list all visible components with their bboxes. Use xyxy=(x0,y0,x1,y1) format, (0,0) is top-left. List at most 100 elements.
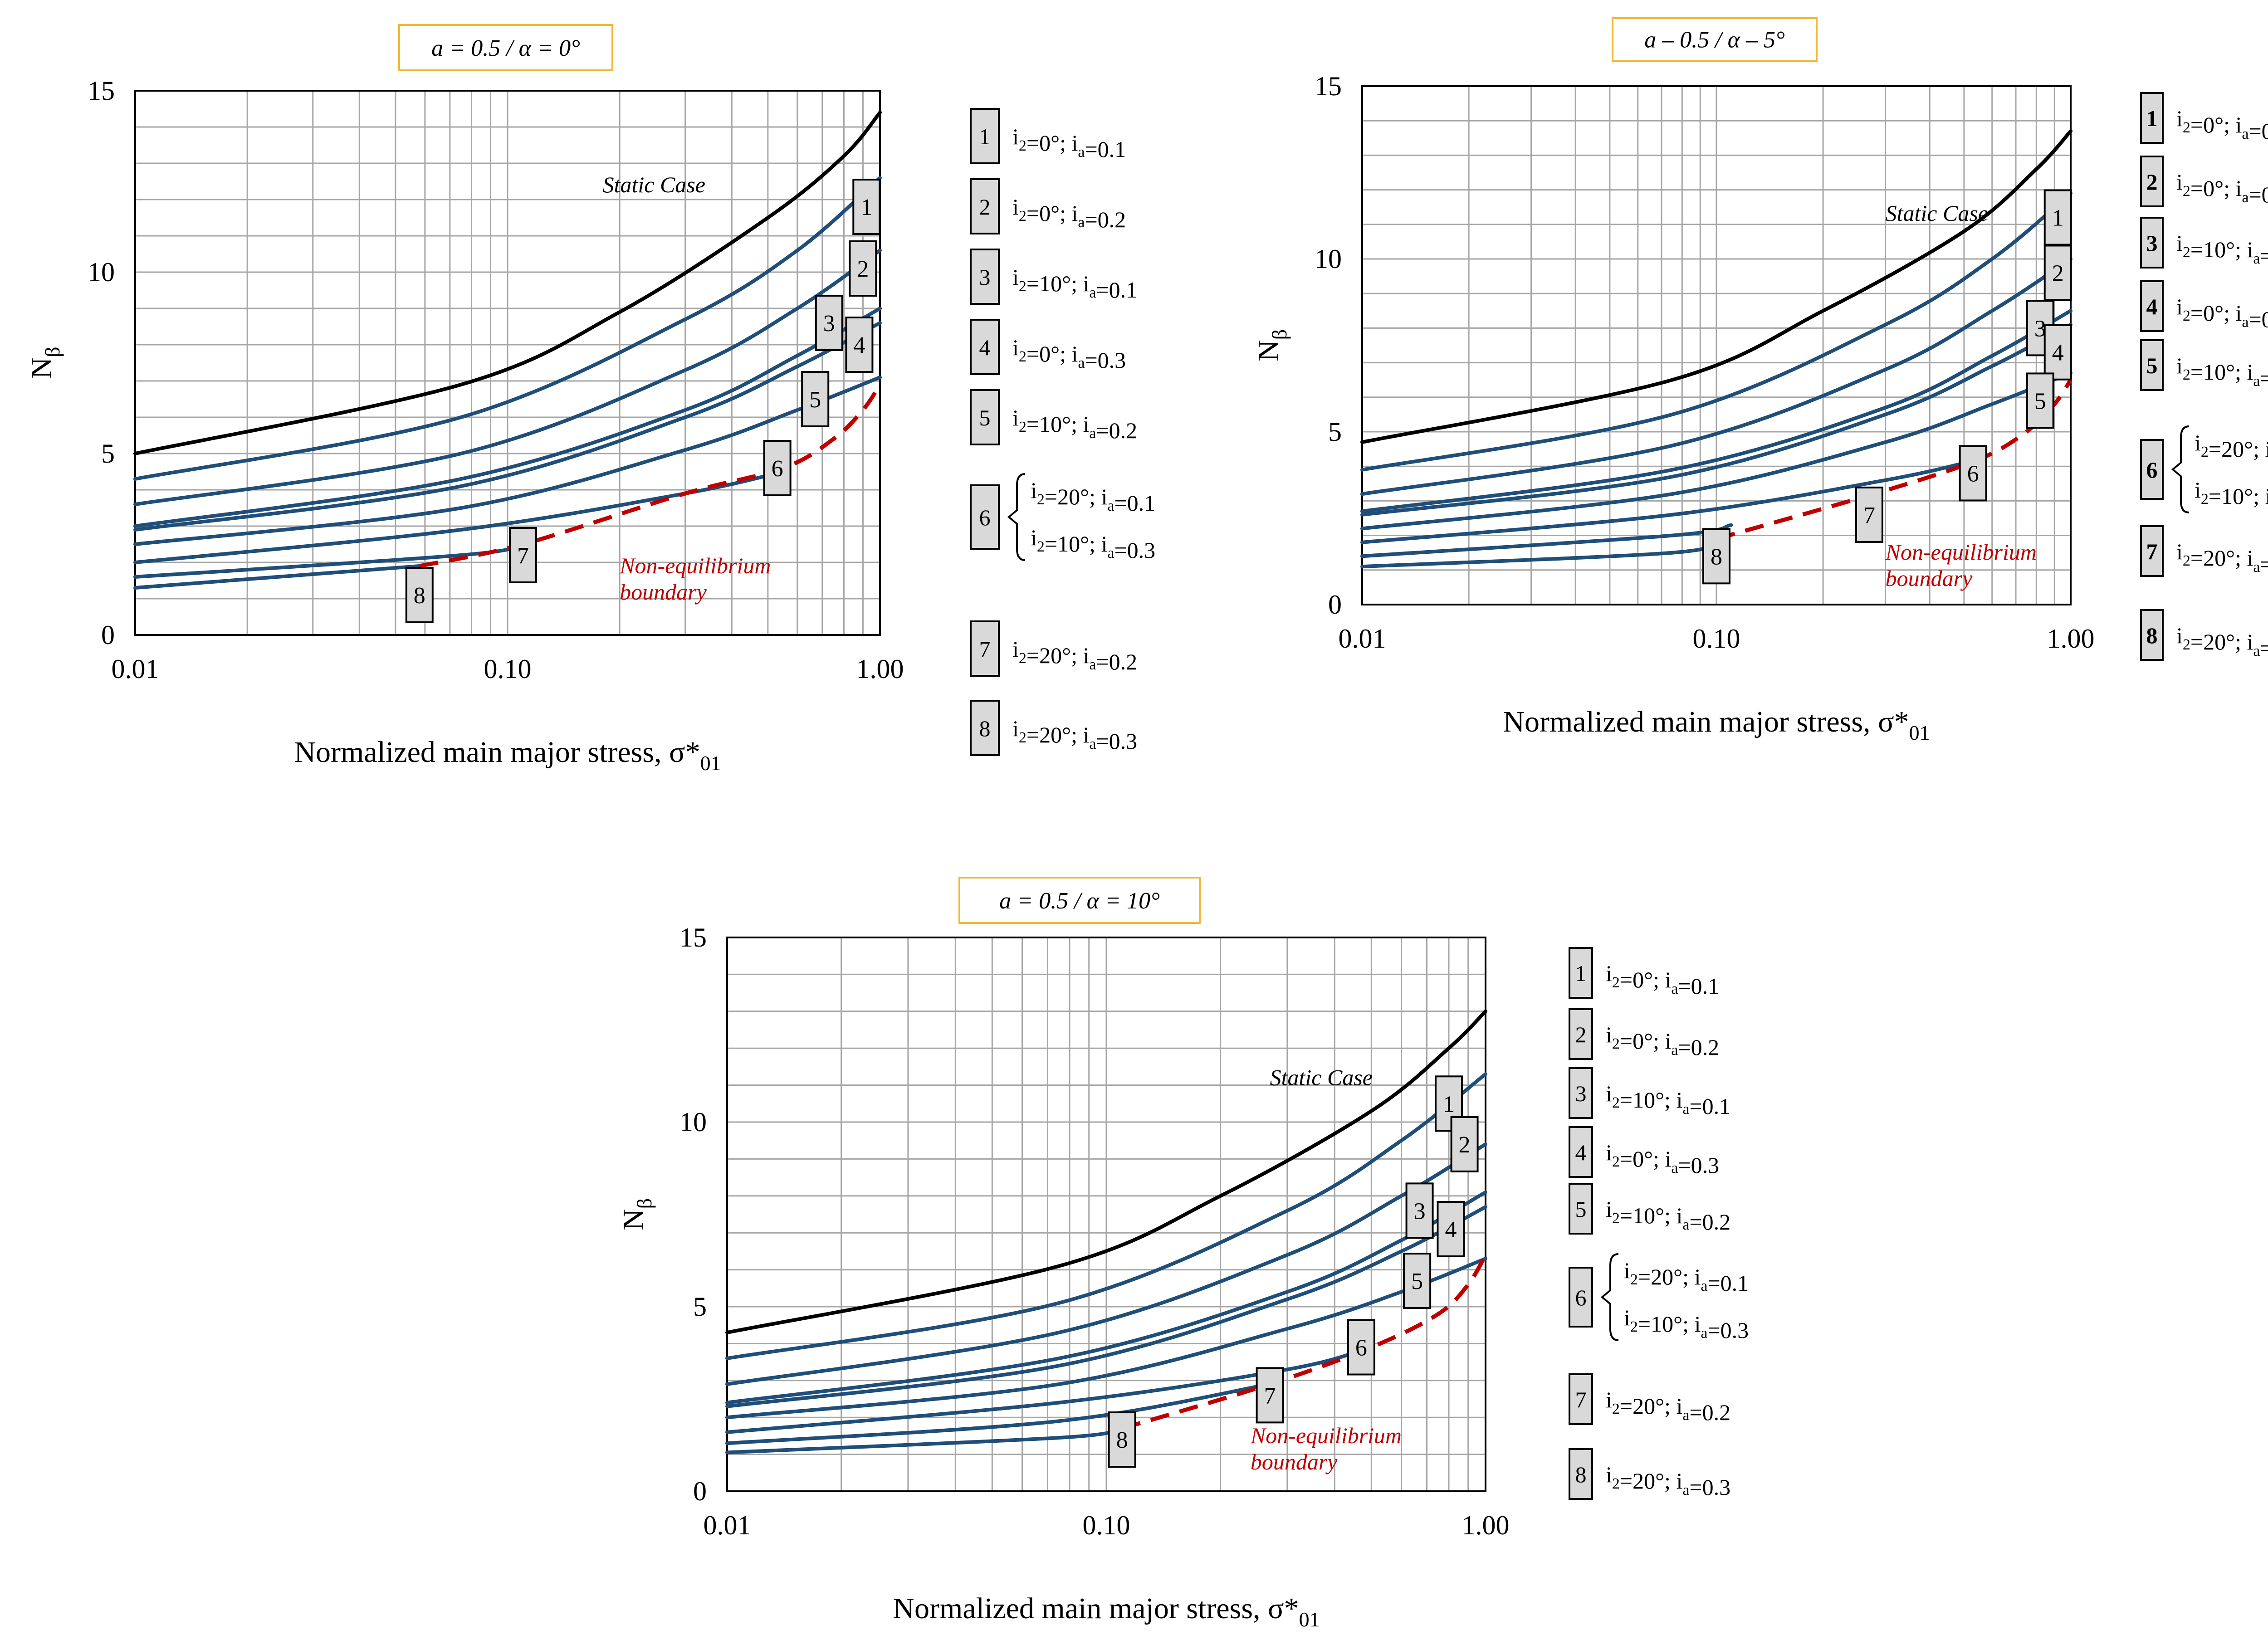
legend-text-8: i2=20°; ia=0.3 xyxy=(1606,1462,1730,1500)
boundary-label-line2: boundary xyxy=(620,579,707,605)
x-tick-label: 1.00 xyxy=(856,654,904,684)
legend-text-5: i2=10°; ia=0.2 xyxy=(1012,405,1137,443)
legend-box-4 xyxy=(970,319,1000,375)
legend-box-4 xyxy=(2140,280,2164,332)
y-axis-label: Nβ xyxy=(617,1198,656,1230)
series-line-1 xyxy=(133,176,882,481)
x-tick-label: 1.00 xyxy=(1462,1510,1510,1540)
legend-text-6-b: i2=10°; ia=0.3 xyxy=(1624,1305,1749,1343)
legend-text-7: i2=20°; ia=0.2 xyxy=(1606,1387,1730,1425)
chart-2: a – 0.5 / α – 5°0.01 0.10 1.00051015Normal… xyxy=(1252,17,2268,744)
legend-box-8 xyxy=(1569,1448,1593,1500)
legend-text-6-a: i2=20°; ia=0.1 xyxy=(1624,1258,1749,1296)
legend-text-1: i2=0°; ia=0.1 xyxy=(1606,961,1719,999)
static-case-label: Static Case xyxy=(603,172,705,197)
legend-box-3 xyxy=(1569,1067,1593,1119)
legend-box-3 xyxy=(2140,217,2164,268)
boundary-label-line1: Non-equilibrium xyxy=(1885,539,2037,565)
legend-box-7 xyxy=(970,620,1000,677)
y-tick-label: 15 xyxy=(679,923,707,952)
x-axis-label: Normalized main major stress, σ*01 xyxy=(893,1592,1320,1631)
legend-text-5: i2=10°; ia=0.2 xyxy=(2176,353,2268,391)
series-line-2 xyxy=(1360,257,2072,496)
x-tick-label: 0.10 xyxy=(1083,1510,1130,1540)
legend-text-6-b: i2=10°; ia=0.3 xyxy=(2195,477,2268,515)
y-axis-label: Nβ xyxy=(1252,329,1291,361)
chart-1: a = 0.5 / α = 0°0.01 0.10 1.00051015Normal… xyxy=(25,24,1155,775)
series-marker-box-4 xyxy=(1437,1201,1465,1258)
legend-text-3: i2=10°; ia=0.1 xyxy=(1606,1081,1730,1119)
series-marker-label-6: 6 xyxy=(1967,461,1979,487)
legend-number-7: 7 xyxy=(1575,1387,1587,1412)
x-tick-label: 0.10 xyxy=(484,654,532,684)
legend-brace-6 xyxy=(1007,473,1026,561)
series-marker-box-1 xyxy=(852,179,881,235)
series-line-3 xyxy=(1360,309,2072,513)
x-tick-label: 1.00 xyxy=(2047,624,2095,654)
static-case-line xyxy=(725,1009,1487,1334)
legend-number-6: 6 xyxy=(979,505,991,530)
legend-box-2 xyxy=(970,178,1000,234)
series-line-1 xyxy=(725,1072,1487,1360)
legend-brace-6 xyxy=(1600,1253,1619,1341)
static-case-label: Static Case xyxy=(1270,1065,1373,1090)
legend-text-8: i2=20°; ia=0.3 xyxy=(1012,716,1137,754)
y-tick-label: 0 xyxy=(693,1476,707,1506)
legend-box-7 xyxy=(1569,1373,1593,1425)
x-tick-label: 0.01 xyxy=(112,654,159,684)
legend-number-2: 2 xyxy=(2146,169,2158,195)
legend-box-1 xyxy=(1569,947,1593,999)
static-case-line xyxy=(1360,129,2072,444)
y-tick-label: 0 xyxy=(101,620,115,650)
legend-number-6: 6 xyxy=(1575,1285,1587,1310)
legend-box-5 xyxy=(970,389,1000,445)
series-line-5 xyxy=(133,376,882,546)
y-tick-label: 5 xyxy=(693,1292,707,1322)
series-marker-box-4 xyxy=(845,317,874,373)
series-line-4 xyxy=(725,1205,1487,1408)
legend-text-3: i2=10°; ia=0.1 xyxy=(2176,230,2268,268)
series-marker-label-8: 8 xyxy=(414,583,425,609)
series-marker-box-2 xyxy=(1450,1116,1479,1172)
series-marker-box-7 xyxy=(508,527,537,583)
series-line-4 xyxy=(133,321,882,532)
boundary-label-line1: Non-equilibrium xyxy=(619,553,771,578)
grid-lines xyxy=(135,91,880,635)
boundary-label-line2: boundary xyxy=(1251,1449,1338,1474)
y-tick-label: 5 xyxy=(101,439,115,469)
series-marker-label-4: 4 xyxy=(853,332,865,358)
legend-box-7 xyxy=(2140,525,2164,577)
legend-text-4: i2=0°; ia=0.3 xyxy=(1606,1140,1719,1178)
series-line-7 xyxy=(725,1382,1272,1445)
chart-title-box xyxy=(1612,17,1818,62)
legend-box-8 xyxy=(970,700,1000,756)
legend-text-4: i2=0°; ia=0.3 xyxy=(2176,294,2268,332)
chart-title-box xyxy=(398,24,613,71)
legend-box-8 xyxy=(2140,609,2164,661)
legend-box-2 xyxy=(2140,156,2164,207)
legend-number-1: 1 xyxy=(1575,961,1587,986)
legend-number-8: 8 xyxy=(979,716,991,741)
series-marker-label-7: 7 xyxy=(1863,503,1875,528)
series-line-2 xyxy=(133,249,882,506)
series-marker-box-5 xyxy=(2026,372,2054,429)
legend-number-1: 1 xyxy=(979,124,991,149)
series-marker-label-2: 2 xyxy=(857,256,869,282)
legend-number-8: 8 xyxy=(1575,1462,1587,1487)
series-marker-label-7: 7 xyxy=(1264,1383,1276,1409)
legend-box-3 xyxy=(970,249,1000,305)
series-marker-box-6 xyxy=(1959,445,1987,502)
series-line-8 xyxy=(133,564,421,590)
legend-text-2: i2=0°; ia=0.2 xyxy=(1012,194,1126,232)
legend-box-6 xyxy=(1569,1267,1593,1328)
series-marker-box-6 xyxy=(763,440,792,496)
legend-text-5: i2=10°; ia=0.2 xyxy=(1606,1196,1730,1235)
y-tick-label: 0 xyxy=(1328,590,1342,620)
legend-text-2: i2=0°; ia=0.2 xyxy=(2176,169,2268,207)
legend-box-1 xyxy=(970,108,1000,164)
legend-number-8: 8 xyxy=(2146,623,2158,648)
series-marker-label-8: 8 xyxy=(1711,544,1722,570)
series-marker-label-1: 1 xyxy=(1443,1091,1455,1117)
series-marker-label-5: 5 xyxy=(809,387,821,413)
legend-box-4 xyxy=(1569,1126,1593,1178)
